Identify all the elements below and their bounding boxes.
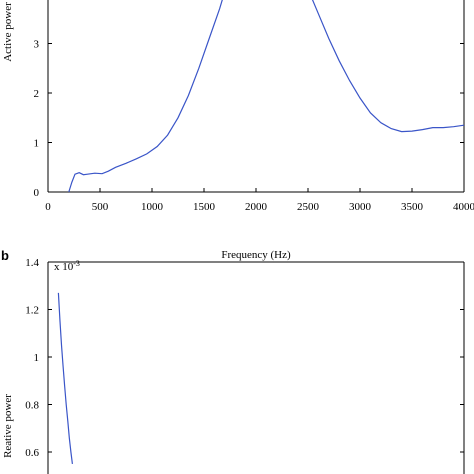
x-tick-label-a: 1500	[193, 201, 216, 213]
x-tick-label-a: 3500	[401, 201, 424, 213]
y-tick-label-b: 0.8	[25, 400, 39, 412]
plot-area-b	[47, 261, 465, 474]
y-ticks-a: 0 1 2 3 4	[34, 0, 464, 199]
y-tick-label-a: 2	[34, 88, 40, 100]
x-tick-label-a: 1000	[141, 201, 164, 213]
x-ticks-a: 0 500 1000 1500 2000 2500 3000 3500 4000	[45, 188, 474, 213]
series-line-b	[57, 292, 73, 464]
x-tick-label-a: 2000	[245, 201, 268, 213]
y-tick-label-b: 1	[34, 352, 40, 364]
y-axis-title-b: Reative power	[2, 394, 14, 458]
panel-label-b: b	[1, 248, 9, 263]
y-tick-label-b: 0.6	[25, 447, 39, 459]
y-axis-title-a: Active power	[2, 2, 14, 62]
plot-area-a	[47, 0, 465, 193]
x-tick-label-a: 0	[45, 201, 51, 213]
x-tick-label-a: 3000	[349, 201, 372, 213]
y-tick-label-b: 1.2	[25, 305, 39, 317]
chart-a: 0 1 2 3 4 0 500 1000 1500 2000 2500 3000 3500 4000 A…	[2, 0, 474, 261]
x-tick-label-a: 500	[92, 201, 109, 213]
y-multiplier-b: x 10-3	[54, 259, 80, 273]
x-tick-label-a: 2500	[297, 201, 320, 213]
x-axis-title-a: Frequency (Hz)	[221, 249, 291, 261]
y-tick-label-a: 1	[34, 138, 40, 150]
y-tick-label-a: 0	[34, 187, 40, 199]
y-tick-label-b: 1.4	[25, 257, 39, 269]
chart-b: b x 10-3 0.6 0.8 1 1.2 1.4 Reative power	[1, 248, 465, 474]
y-tick-label-a: 3	[34, 39, 40, 51]
x-tick-label-a: 4000	[453, 201, 474, 213]
y-ticks-b: 0.6 0.8 1 1.2 1.4	[25, 257, 464, 459]
y-tick-label-a: 4	[34, 0, 40, 1]
series-line-a	[68, 0, 465, 193]
